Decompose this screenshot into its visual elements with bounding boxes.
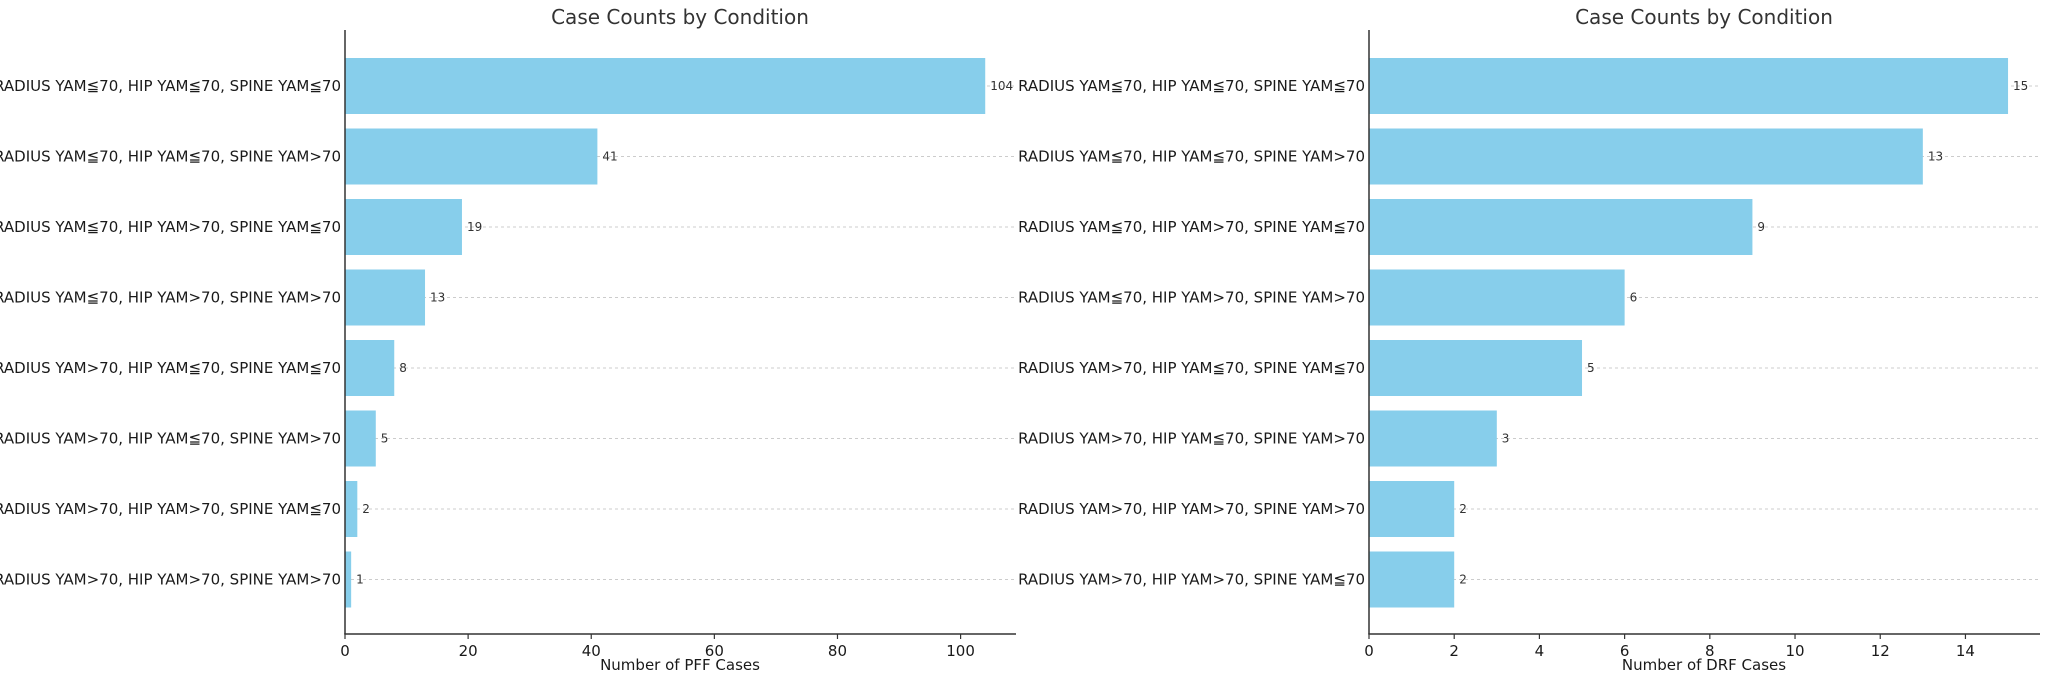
data-label: 15 <box>2013 79 2028 93</box>
tick-label: 10 <box>1785 642 1804 660</box>
bar <box>1369 199 1753 255</box>
bar <box>1369 58 2009 114</box>
data-label: 5 <box>1587 361 1595 375</box>
category-label: RADIUS YAM≦70, HIP YAM>70, SPINE YAM>70 <box>1018 289 1365 307</box>
bar <box>345 128 598 185</box>
x-axis-ticks: 0 2 4 6 8 10 12 14 <box>1364 634 1975 660</box>
data-label: 6 <box>1630 291 1638 305</box>
data-label: 13 <box>1928 150 1943 164</box>
category-label: RADIUS YAM≦70, HIP YAM≦70, SPINE YAM≦70 <box>1018 77 1365 95</box>
data-label: 1 <box>356 573 364 587</box>
tick-label: 60 <box>705 642 724 660</box>
category-label: RADIUS YAM≦70, HIP YAM>70, SPINE YAM>70 <box>0 289 341 307</box>
bar <box>345 58 986 114</box>
bar <box>1369 551 1455 608</box>
data-label: 3 <box>1502 432 1510 446</box>
tick-label: 20 <box>459 642 478 660</box>
category-label: RADIUS YAM>70, HIP YAM>70, SPINE YAM≦70 <box>0 500 341 518</box>
data-label: 2 <box>1459 502 1467 516</box>
x-axis-label: Number of PFF Cases <box>600 656 760 674</box>
bar <box>345 551 352 608</box>
data-label: 5 <box>381 432 389 446</box>
bar-series <box>345 58 986 608</box>
category-label: RADIUS YAM≦70, HIP YAM≦70, SPINE YAM>70 <box>1018 148 1365 166</box>
category-label: RADIUS YAM>70, HIP YAM≦70, SPINE YAM≦70 <box>0 359 341 377</box>
tick-label: 14 <box>1956 642 1975 660</box>
bar <box>345 481 358 537</box>
tick-label: 6 <box>1620 642 1630 660</box>
bar <box>1369 269 1625 326</box>
data-label: 104 <box>990 79 1013 93</box>
tick-label: 4 <box>1535 642 1545 660</box>
bar-series <box>1369 58 2009 608</box>
category-label: RADIUS YAM>70, HIP YAM>70, SPINE YAM>70 <box>0 571 341 589</box>
pff-chart-panel: Case Counts by Condition 104 41 19 13 8 5 2 1 R… <box>0 5 1016 674</box>
bar <box>345 269 426 326</box>
value-labels: 104 41 19 13 8 5 2 1 <box>356 79 1013 587</box>
bar <box>1369 128 1923 185</box>
data-label: 8 <box>399 361 407 375</box>
category-label: RADIUS YAM≦70, HIP YAM>70, SPINE YAM≦70 <box>0 218 341 236</box>
drf-chart-panel: Case Counts by Condition 15 13 9 6 5 3 2 2 RADI… <box>1018 5 2040 674</box>
category-label: RADIUS YAM≦70, HIP YAM≦70, SPINE YAM≦70 <box>0 77 341 95</box>
category-label: RADIUS YAM≦70, HIP YAM≦70, SPINE YAM>70 <box>0 148 341 166</box>
bar <box>345 199 462 255</box>
tick-label: 80 <box>828 642 847 660</box>
data-label: 41 <box>602 150 617 164</box>
x-axis-ticks: 0 20 40 60 80 100 <box>340 634 975 660</box>
bar <box>345 340 395 396</box>
bar <box>345 410 376 467</box>
data-label: 2 <box>1459 573 1467 587</box>
tick-label: 0 <box>340 642 350 660</box>
category-label: RADIUS YAM>70, HIP YAM>70, SPINE YAM≦70 <box>1018 571 1365 589</box>
tick-label: 8 <box>1705 642 1715 660</box>
category-label: RADIUS YAM>70, HIP YAM≦70, SPINE YAM>70 <box>0 430 341 448</box>
data-label: 19 <box>467 220 482 234</box>
value-labels: 15 13 9 6 5 3 2 2 <box>1459 79 2028 587</box>
category-labels: RADIUS YAM≦70, HIP YAM≦70, SPINE YAM≦70 R… <box>1018 77 1365 589</box>
data-label: 2 <box>362 502 370 516</box>
category-labels: RADIUS YAM≦70, HIP YAM≦70, SPINE YAM≦70 R… <box>0 77 341 589</box>
category-label: RADIUS YAM>70, HIP YAM≦70, SPINE YAM≦70 <box>1018 359 1365 377</box>
bar <box>1369 340 1583 396</box>
tick-label: 0 <box>1364 642 1374 660</box>
data-label: 13 <box>430 291 445 305</box>
chart-title: Case Counts by Condition <box>1575 5 1833 29</box>
x-axis-label: Number of DRF Cases <box>1622 656 1786 674</box>
tick-label: 40 <box>582 642 601 660</box>
tick-label: 12 <box>1871 642 1890 660</box>
chart-title: Case Counts by Condition <box>551 5 809 29</box>
bar <box>1369 481 1455 537</box>
tick-label: 2 <box>1449 642 1459 660</box>
tick-label: 100 <box>946 642 975 660</box>
category-label: RADIUS YAM>70, HIP YAM≦70, SPINE YAM>70 <box>1018 430 1365 448</box>
category-label: RADIUS YAM≦70, HIP YAM>70, SPINE YAM≦70 <box>1018 218 1365 236</box>
category-label: RADIUS YAM>70, HIP YAM>70, SPINE YAM>70 <box>1018 500 1365 518</box>
data-label: 9 <box>1757 220 1765 234</box>
bar <box>1369 410 1497 467</box>
